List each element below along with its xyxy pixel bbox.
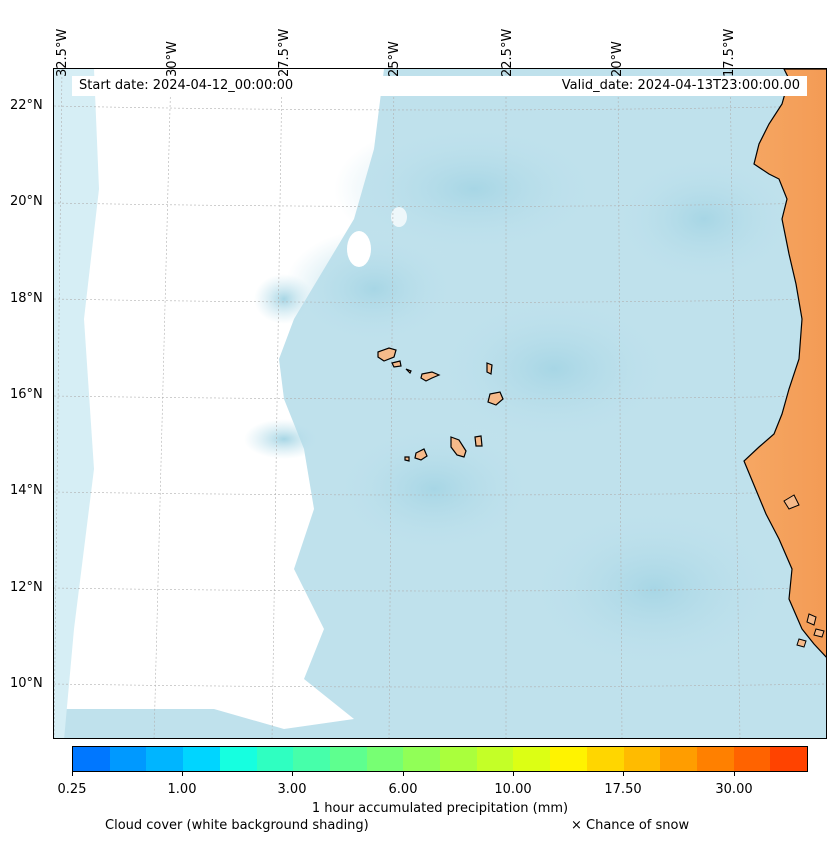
- colorbar-title: 1 hour accumulated precipitation (mm): [311, 801, 569, 816]
- cloud-cover-patch: [424, 289, 684, 449]
- lat-label-18n: 18°N: [10, 291, 43, 306]
- colorbar-segment: [440, 747, 477, 771]
- lat-label-10n: 10°N: [10, 676, 43, 691]
- island-sao-nicolau: [420, 371, 441, 382]
- colorbar-segment: [403, 747, 441, 771]
- colorbar-tickmark: [403, 772, 404, 776]
- precipitation-colorbar: [72, 746, 808, 772]
- colorbar-segment: [329, 747, 367, 771]
- colorbar-tick-label: 3.00: [277, 782, 307, 797]
- date-info-bar: Start date: 2024-04-12_00:00:00 Valid_da…: [72, 76, 807, 96]
- colorbar-tick-label: 17.50: [604, 782, 642, 797]
- bissagos-island: [813, 628, 825, 638]
- lat-label-22n: 22°N: [10, 98, 43, 113]
- colorbar-tickmark: [623, 772, 624, 776]
- colorbar-segment: [696, 747, 734, 771]
- colorbar-segment: [550, 747, 587, 771]
- island-brava: [404, 456, 410, 462]
- map-panel[interactable]: [53, 68, 827, 739]
- island-sao-vicente: [391, 360, 402, 368]
- colorbar-tick-label: 30.00: [715, 782, 753, 797]
- start-date-label: Start date: 2024-04-12_00:00:00: [79, 78, 294, 93]
- colorbar-segment: [219, 747, 257, 771]
- colorbar-tick-label: 6.00: [388, 782, 418, 797]
- island-santo-antao: [377, 347, 397, 362]
- colorbar-segment: [660, 747, 697, 771]
- lat-label-20n: 20°N: [10, 194, 43, 209]
- colorbar-tickmark: [292, 772, 293, 776]
- colorbar-segment: [256, 747, 294, 771]
- colorbar-segment: [623, 747, 661, 771]
- island-boa-vista: [487, 391, 504, 406]
- lon-label-25w: 25°W: [387, 41, 402, 77]
- lat-label-12n: 12°N: [10, 580, 43, 595]
- cloud-cover-west-strip: [54, 69, 99, 738]
- colorbar-segment: [109, 747, 147, 771]
- lat-label-16n: 16°N: [10, 387, 43, 402]
- colorbar-segment: [183, 747, 220, 771]
- valid-date-label: Valid_date: 2024-04-13T23:00:00.00: [561, 78, 800, 93]
- snow-legend: × Chance of snow: [571, 818, 690, 833]
- cloud-cover-patch: [284, 229, 464, 349]
- island-fogo: [414, 448, 428, 461]
- cape-verde-islands: [377, 347, 504, 462]
- colorbar-segment: [366, 747, 404, 771]
- cloud-cover-patch: [254, 274, 314, 324]
- lon-label-17-5w: 17.5°W: [722, 28, 737, 77]
- lon-label-32-5w: 32.5°W: [55, 28, 70, 77]
- island-santa-luzia: [405, 368, 412, 375]
- cloud-cover-gap: [391, 207, 407, 227]
- colorbar-tickmark: [734, 772, 735, 776]
- colorbar-tick-label: 10.00: [494, 782, 532, 797]
- colorbar-segment: [513, 747, 551, 771]
- cloud-cover-legend: Cloud cover (white background shading): [105, 818, 369, 833]
- map-canvas: [54, 69, 826, 738]
- coastal-inlet: [783, 494, 800, 510]
- cloud-cover-gap: [347, 231, 371, 267]
- colorbar-tickmark: [72, 772, 73, 776]
- island-santiago: [450, 436, 467, 458]
- lon-label-30w: 30°W: [165, 41, 180, 77]
- colorbar-segment: [476, 747, 514, 771]
- colorbar-segment: [586, 747, 624, 771]
- lon-label-22-5w: 22.5°W: [500, 28, 515, 77]
- cloud-cover-patch: [324, 419, 544, 559]
- africa-landmass: [743, 69, 826, 658]
- colorbar-tick-label: 1.00: [167, 782, 197, 797]
- colorbar-segment: [293, 747, 330, 771]
- cloud-cover-patch: [514, 499, 794, 679]
- lat-label-14n: 14°N: [10, 483, 43, 498]
- colorbar-segment: [733, 747, 771, 771]
- colorbar-segment: [146, 747, 184, 771]
- lon-label-20w: 20°W: [610, 41, 625, 77]
- cloud-cover-patch: [244, 419, 324, 459]
- colorbar-segment: [73, 747, 110, 771]
- lon-label-27-5w: 27.5°W: [277, 28, 292, 77]
- bissagos-island: [796, 638, 807, 648]
- cloud-cover-patch: [604, 149, 804, 289]
- island-maio: [474, 435, 483, 447]
- island-sal: [486, 362, 493, 375]
- colorbar-segment: [770, 747, 808, 771]
- colorbar-tick-label: 0.25: [57, 782, 87, 797]
- bissagos-island: [806, 613, 817, 626]
- colorbar-tickmark: [182, 772, 183, 776]
- colorbar-tickmark: [513, 772, 514, 776]
